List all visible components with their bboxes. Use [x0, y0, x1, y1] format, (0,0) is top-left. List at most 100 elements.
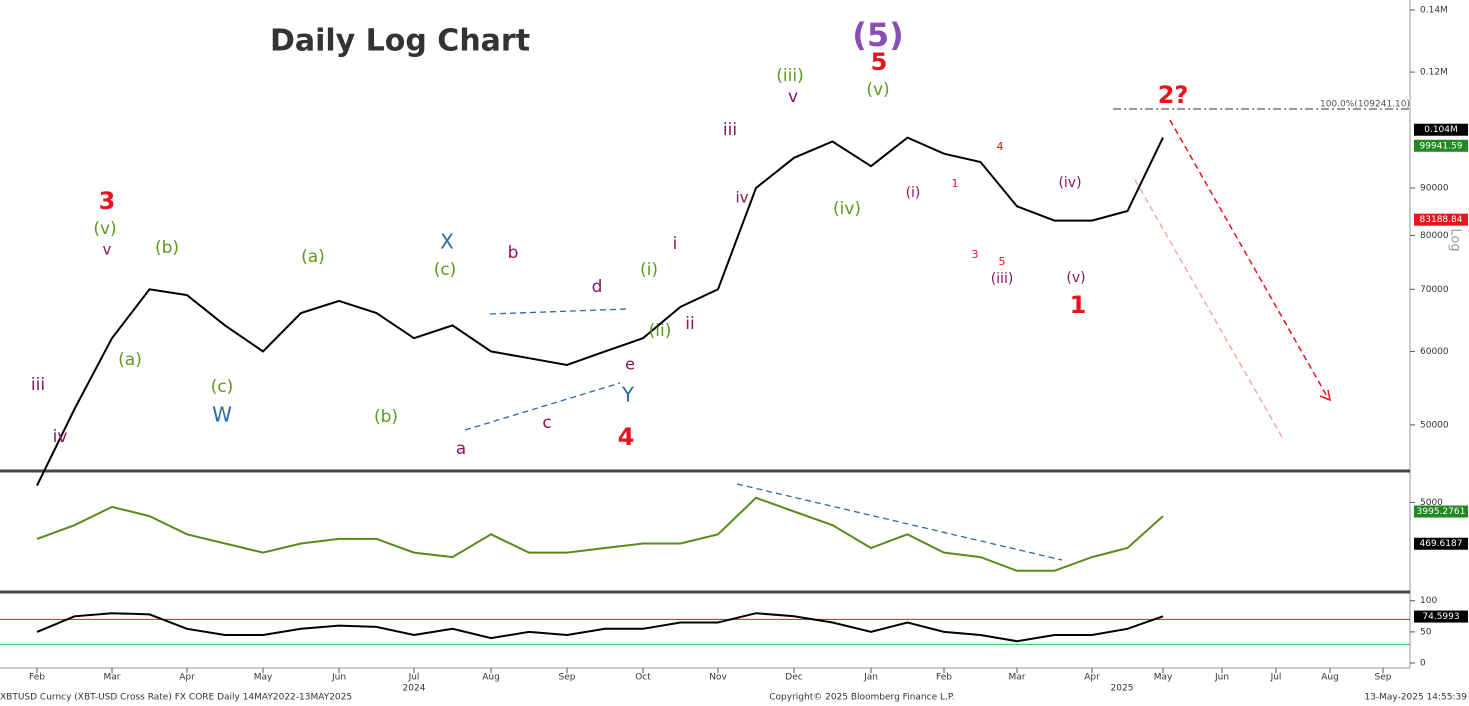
price-tag-label: 83188.84 — [1420, 215, 1463, 225]
year-label: 2024 — [403, 684, 426, 694]
y-tick-label: 70000 — [1420, 285, 1449, 295]
axis-label: Log — [1448, 228, 1463, 251]
wave-label: (c) — [434, 260, 457, 280]
x-tick-label: Oct — [635, 673, 651, 683]
wave-label: (v) — [1066, 270, 1085, 286]
wave-label: v — [788, 87, 798, 107]
trendline — [736, 483, 1063, 561]
wave-label: 1 — [952, 177, 959, 190]
wave-label: c — [542, 413, 551, 433]
wave-label: e — [625, 355, 635, 374]
trendline — [464, 382, 621, 431]
arrow-head — [1319, 389, 1332, 402]
price-tag-label: 0.104M — [1424, 125, 1458, 135]
y-tick-label: 80000 — [1420, 231, 1449, 241]
wave-label: (iv) — [833, 199, 861, 219]
y-tick-label: 50 — [1420, 627, 1432, 637]
wave-label: 100.0%(109241.10) — [1320, 100, 1410, 110]
wave-label: (iv) — [1058, 175, 1081, 191]
price-tag-label: 3995.2761 — [1417, 507, 1466, 517]
footer-right: 13-May-2025 14:55:39 — [1364, 693, 1467, 703]
series-line — [36, 496, 1164, 572]
x-tick-label: Jan — [863, 673, 878, 683]
price-tag-label: 469.6187 — [1420, 539, 1463, 549]
wave-label: (ii) — [649, 321, 672, 341]
x-tick-label: Sep — [1375, 673, 1392, 683]
price-tag — [1414, 610, 1468, 623]
wave-label: (iii) — [991, 271, 1014, 287]
x-tick-label: Jul — [1270, 673, 1282, 683]
y-tick-label: 90000 — [1420, 183, 1449, 193]
wave-label: (iii) — [776, 66, 803, 86]
wave-label: a — [456, 439, 466, 459]
price-tag — [1414, 537, 1468, 550]
x-tick-label: Mar — [104, 673, 121, 683]
wave-label: i — [673, 234, 678, 254]
wave-label: (a) — [301, 247, 325, 267]
wave-label: b — [508, 243, 519, 263]
wave-label: (i) — [906, 185, 921, 201]
wave-label: Y — [621, 383, 635, 407]
series-line — [36, 612, 1164, 643]
series-line — [36, 136, 1164, 487]
price-tag — [1414, 123, 1468, 136]
wave-label: 1 — [1070, 291, 1087, 319]
x-tick-label: Nov — [709, 673, 727, 683]
x-tick-label: Jul — [408, 673, 420, 683]
year-label: 2025 — [1111, 684, 1134, 694]
trendline — [489, 308, 629, 315]
wave-label: iv — [53, 427, 68, 447]
wave-label: 3 — [99, 187, 116, 215]
x-tick-label: May — [1154, 673, 1173, 683]
x-tick-label: May — [254, 673, 273, 683]
x-tick-label: Aug — [482, 673, 500, 683]
wave-label: iii — [723, 120, 737, 140]
wave-label: iii — [31, 375, 45, 395]
y-tick-label: 100 — [1420, 596, 1437, 606]
wave-label: (c) — [211, 377, 234, 397]
projection-arrow — [1169, 119, 1329, 399]
wave-label: (a) — [118, 350, 142, 370]
wave-label: 5 — [999, 255, 1006, 268]
x-tick-label: Jun — [331, 673, 346, 683]
price-tag — [1414, 139, 1468, 152]
footer-center: Copyright© 2025 Bloomberg Finance L.P. — [769, 693, 954, 703]
y-tick-label: 0.14M — [1420, 5, 1448, 15]
wave-label: W — [212, 403, 232, 427]
wave-label: X — [440, 230, 454, 254]
wave-label: (v) — [866, 80, 889, 100]
price-tag-label: 74.5993 — [1422, 612, 1459, 622]
wave-label: (b) — [155, 238, 179, 258]
y-tick-label: 0 — [1420, 659, 1426, 669]
y-tick-label: 60000 — [1420, 347, 1449, 357]
x-tick-label: Feb — [936, 673, 952, 683]
wave-label: 3 — [972, 248, 979, 261]
wave-label: (v) — [93, 219, 116, 239]
wave-label: 2? — [1158, 81, 1189, 109]
y-tick-label: 5000 — [1420, 498, 1443, 508]
x-tick-label: Apr — [1084, 673, 1100, 683]
wave-label: 4 — [997, 140, 1004, 153]
x-tick-label: Sep — [559, 673, 576, 683]
price-tag — [1414, 213, 1468, 226]
x-tick-label: Dec — [785, 673, 802, 683]
x-tick-label: Feb — [29, 673, 45, 683]
wave-label: d — [592, 277, 603, 297]
x-tick-label: Aug — [1321, 673, 1339, 683]
x-tick-label: Apr — [179, 673, 195, 683]
x-tick-label: Jun — [1214, 673, 1229, 683]
footer-left: XBTUSD Curncy (XBT-USD Cross Rate) FX CO… — [0, 693, 352, 703]
wave-label: iv — [735, 189, 748, 207]
wave-label: Daily Log Chart — [270, 24, 530, 59]
wave-label: ii — [685, 314, 694, 334]
wave-label: v — [103, 241, 112, 259]
wave-label: 4 — [618, 423, 635, 451]
x-tick-label: Mar — [1009, 673, 1026, 683]
price-tag — [1414, 505, 1468, 518]
price-tag-label: 99941.59 — [1420, 141, 1463, 151]
wave-label: 5 — [871, 48, 888, 76]
y-tick-label: 50000 — [1420, 420, 1449, 430]
wave-label: (b) — [374, 407, 398, 427]
